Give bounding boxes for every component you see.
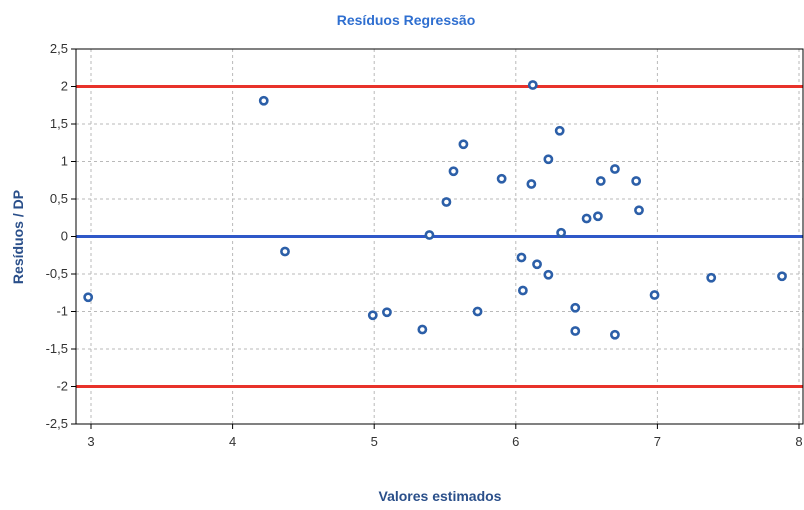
data-point bbox=[706, 272, 717, 283]
data-point bbox=[526, 179, 537, 189]
reference-lines bbox=[76, 85, 803, 388]
y-tick-label: -1,5 bbox=[46, 341, 68, 356]
y-tick-label: 2 bbox=[61, 79, 68, 94]
chart-title: Resíduos Regressão bbox=[337, 12, 476, 28]
data-point bbox=[83, 292, 94, 303]
y-tick-label: 1 bbox=[61, 154, 68, 169]
x-tick-label: 8 bbox=[795, 434, 802, 449]
data-point bbox=[570, 326, 581, 336]
data-point bbox=[458, 139, 469, 150]
y-tick-label: -1 bbox=[56, 304, 68, 319]
data-point bbox=[441, 197, 452, 207]
data-point bbox=[631, 176, 642, 186]
y-tick-label: 0 bbox=[61, 229, 68, 244]
data-point bbox=[610, 164, 620, 174]
y-axis-label: Resíduos / DP bbox=[10, 190, 26, 284]
data-point bbox=[532, 259, 542, 270]
x-tick-label: 6 bbox=[512, 434, 519, 449]
data-point bbox=[543, 154, 554, 165]
plot-frame bbox=[75, 48, 804, 425]
x-axis-label: Valores estimados bbox=[379, 488, 502, 504]
data-point bbox=[527, 80, 538, 90]
x-tick-label: 7 bbox=[654, 434, 661, 449]
data-point bbox=[593, 211, 603, 222]
x-tick-label: 4 bbox=[229, 434, 236, 449]
y-tick-label: -0,5 bbox=[46, 266, 68, 281]
y-tick-label: 1,5 bbox=[50, 116, 68, 131]
data-point bbox=[472, 306, 483, 317]
data-point bbox=[543, 269, 554, 280]
y-tick-label: 2,5 bbox=[50, 41, 68, 56]
data-points bbox=[83, 80, 787, 340]
y-tick-label: -2,5 bbox=[46, 416, 68, 431]
x-tick-label: 5 bbox=[371, 434, 378, 449]
y-tick-labels: 2,5 2 1,5 1 0,5 0 -0,5 -1 -1,5 -2 -2,5 bbox=[46, 41, 68, 431]
data-point bbox=[516, 252, 527, 263]
data-point bbox=[556, 227, 567, 238]
x-tick-label: 3 bbox=[87, 434, 94, 449]
data-point bbox=[367, 310, 378, 321]
x-tick-labels: 3 4 5 6 7 8 bbox=[87, 434, 802, 449]
y-tick-label: -2 bbox=[56, 379, 68, 394]
data-point bbox=[581, 213, 592, 224]
data-point bbox=[610, 329, 620, 340]
grid-lines bbox=[71, 48, 803, 429]
data-point bbox=[258, 95, 269, 106]
data-point bbox=[595, 176, 606, 186]
data-point bbox=[382, 307, 392, 318]
data-point bbox=[634, 205, 644, 216]
data-point bbox=[448, 166, 459, 177]
data-point bbox=[424, 230, 435, 240]
data-point bbox=[777, 271, 787, 282]
data-point bbox=[649, 290, 660, 300]
data-point bbox=[417, 324, 428, 335]
data-point bbox=[570, 302, 581, 313]
data-point bbox=[496, 173, 507, 184]
data-point bbox=[554, 125, 565, 136]
data-point bbox=[280, 246, 290, 257]
data-point bbox=[517, 285, 528, 296]
y-tick-label: 0,5 bbox=[50, 191, 68, 206]
